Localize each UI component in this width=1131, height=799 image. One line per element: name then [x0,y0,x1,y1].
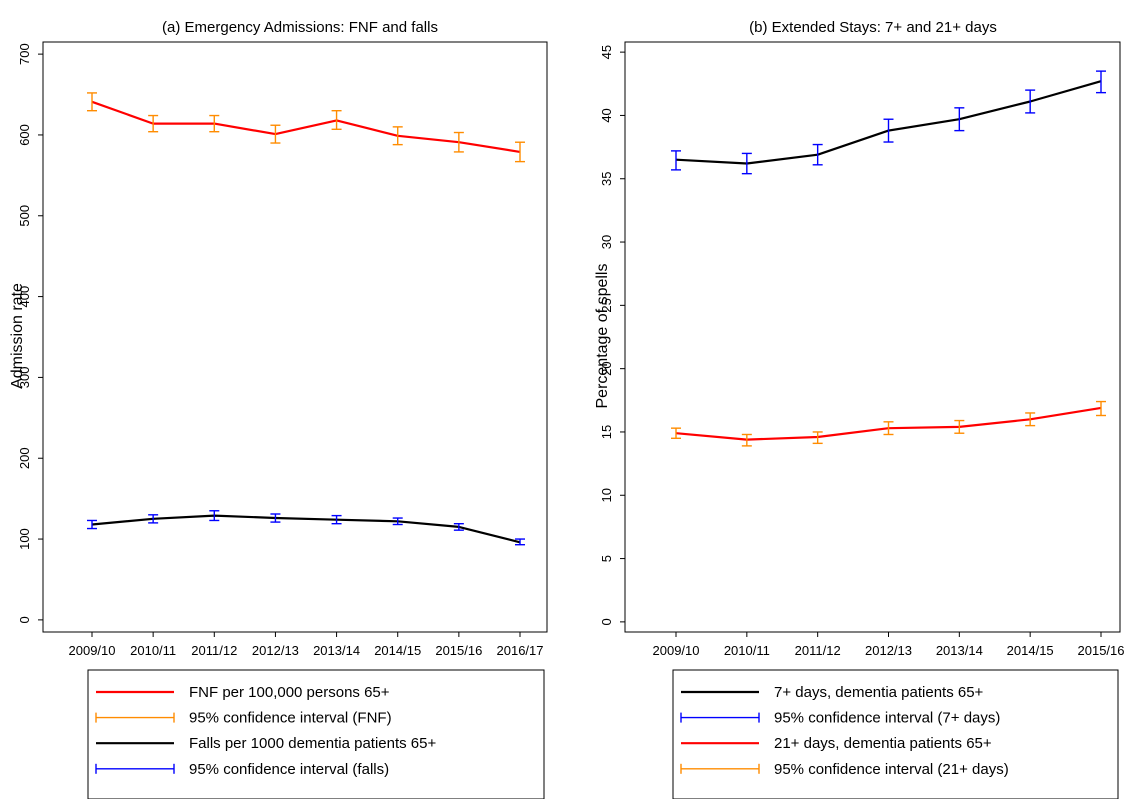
panel-a: (a) Emergency Admissions: FNF and falls A… [9,19,548,799]
y-tick-label: 500 [17,205,32,227]
x-tick-label: 2011/12 [191,643,237,658]
ci-error-bar [954,107,965,132]
ci-error-bar [1096,70,1106,94]
y-tick-label: 35 [599,172,614,186]
y-tick-label: 0 [599,618,614,625]
x-tick-label: 2014/15 [374,643,421,658]
x-tick-label: 2012/13 [252,643,299,658]
y-tick-label: 300 [17,367,32,389]
legend: FNF per 100,000 persons 65+ 95% confidenc… [87,669,545,799]
y-tick-label: 15 [599,425,614,439]
ci-error-bar [87,92,97,112]
plot-frame [42,41,548,633]
y-tick-label: 5 [599,555,614,562]
ci-error-bar [1025,412,1036,427]
y-tick-label: 700 [17,43,32,65]
legend-label: 95% confidence interval (falls) [189,761,389,778]
x-tick-label: 2015/16 [1078,643,1125,658]
ci-error-bar [270,124,281,144]
panel-b: (b) Extended Stays: 7+ and 21+ days Perce… [594,19,1125,799]
legend-label: 95% confidence interval (7+ days) [774,710,1000,727]
y-tick-label: 40 [599,108,614,122]
x-tick-label: 2012/13 [865,643,912,658]
ci-error-bar [1025,89,1036,114]
legend-label: Falls per 1000 dementia patients 65+ [189,735,436,752]
ci-error-bar [671,150,681,171]
y-tick-label: 200 [17,447,32,469]
legend-label: FNF per 100,000 persons 65+ [189,684,390,701]
ci-error-bar [453,522,464,531]
ci-error-bar [741,433,752,447]
y-tick-label: 400 [17,286,32,308]
chart-title: (a) Emergency Admissions: FNF and falls [162,19,438,36]
ci-error-bar [148,114,159,133]
x-tick-label: 2014/15 [1007,643,1054,658]
ci-error-bar [954,419,965,434]
x-tick-label: 2011/12 [795,643,841,658]
plot-frame [624,41,1121,633]
ci-error-bar [270,513,281,523]
ci-error-bar [1096,400,1106,417]
x-tick-label: 2010/11 [130,643,176,658]
ci-error-bar [883,118,894,143]
ci-error-bar [515,141,525,163]
ci-error-bar [392,126,403,146]
y-tick-label: 10 [599,488,614,502]
ci-error-bar [812,143,823,166]
ci-error-bar [331,514,342,525]
ci-error-bar [883,421,894,436]
y-axis-label: Admission rate [9,283,26,389]
x-tick-label: 2009/10 [69,643,116,658]
series-line [91,100,521,153]
y-tick-label: 0 [17,616,32,623]
ci-error-bar [209,114,220,133]
x-tick-label: 2015/16 [435,643,482,658]
ci-error-bar [87,519,97,530]
chart-title: (b) Extended Stays: 7+ and 21+ days [749,19,997,36]
legend: 7+ days, dementia patients 65+ 95% confid… [672,669,1119,799]
ci-error-bar [812,431,823,445]
series-line [91,514,521,544]
ci-error-bar [392,517,403,526]
y-tick-label: 20 [599,361,614,375]
x-tick-label: 2013/14 [936,643,983,658]
legend-label: 21+ days, dementia patients 65+ [774,735,992,752]
y-tick-label: 600 [17,124,32,146]
ci-error-bar [515,538,525,546]
x-tick-label: 2013/14 [313,643,360,658]
y-tick-label: 45 [599,45,614,59]
legend-label: 95% confidence interval (FNF) [189,710,392,727]
ci-error-bar [453,131,464,153]
y-tick-label: 25 [599,298,614,312]
ci-error-bar [741,152,752,175]
ci-error-bar [331,109,342,130]
x-tick-label: 2010/11 [724,643,770,658]
y-tick-label: 100 [17,528,32,550]
x-tick-label: 2016/17 [497,643,544,658]
ci-error-bar [148,514,159,524]
ci-error-bar [671,427,681,439]
legend-label: 95% confidence interval (21+ days) [774,761,1009,778]
legend-label: 7+ days, dementia patients 65+ [774,684,984,701]
ci-error-bar [209,510,220,522]
y-axis-label: Percentage of spells [594,264,611,409]
y-tick-label: 30 [599,235,614,249]
x-tick-label: 2009/10 [653,643,700,658]
